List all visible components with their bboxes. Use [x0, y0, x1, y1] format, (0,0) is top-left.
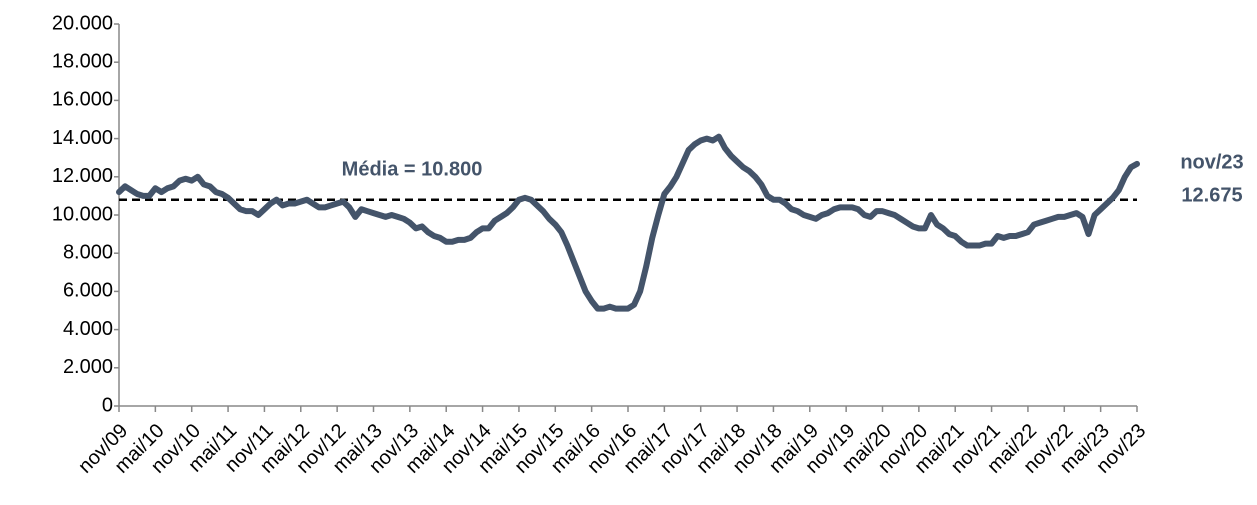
y-tick-label: 6.000	[63, 280, 113, 302]
y-tick-label: 10.000	[52, 203, 113, 225]
y-tick-label: 2.000	[63, 356, 113, 378]
end-value-label: 12.675	[1181, 184, 1242, 206]
y-tick-label: 18.000	[52, 50, 113, 72]
y-tick-label: 0	[102, 394, 113, 416]
data-line	[116, 133, 1140, 312]
y-tick-label: 16.000	[52, 89, 113, 111]
y-tick-label: 12.000	[52, 165, 113, 187]
average-label: Média = 10.800	[342, 158, 483, 180]
y-tick-label: 4.000	[63, 318, 113, 340]
y-tick-label: 14.000	[52, 127, 113, 149]
y-tick-label: 8.000	[63, 241, 113, 263]
y-tick-label: 20.000	[52, 12, 113, 34]
end-category-label: nov/23	[1180, 151, 1243, 173]
